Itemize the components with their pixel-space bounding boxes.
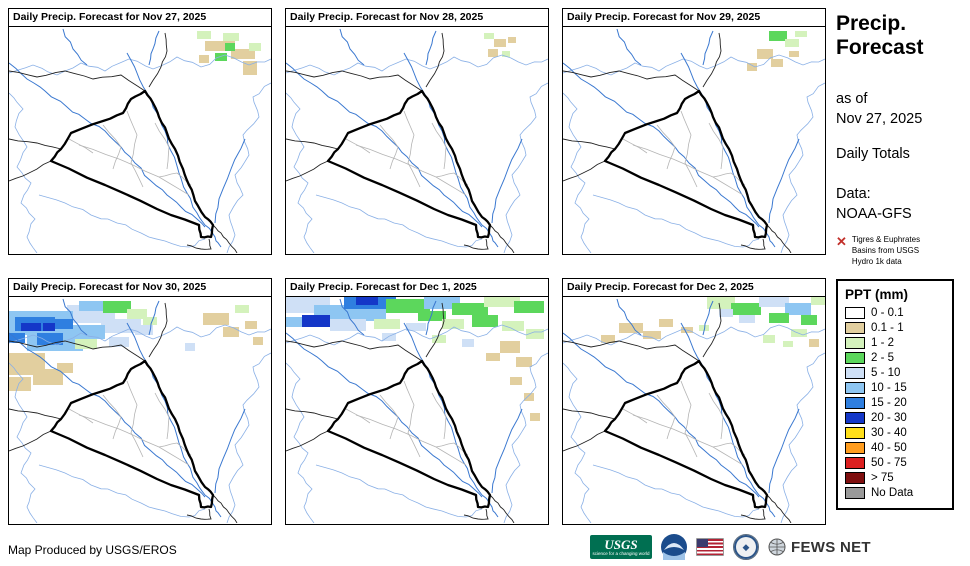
forecast-panel: Daily Precip. Forecast for Nov 30, 2025 xyxy=(8,278,272,526)
legend-label: 2 - 5 xyxy=(871,351,895,364)
legend-label: 5 - 10 xyxy=(871,366,901,379)
panel-title: Daily Precip. Forecast for Nov 30, 2025 xyxy=(8,278,272,298)
data-label: Data: xyxy=(836,185,871,202)
forecast-map xyxy=(9,28,271,254)
legend-swatch xyxy=(845,307,865,320)
legend-label: 0 - 0.1 xyxy=(871,306,904,319)
fewsnet-globe-icon xyxy=(768,538,786,556)
legend-swatch xyxy=(845,442,865,455)
legend-swatch xyxy=(845,472,865,485)
legend-item: 1 - 2 xyxy=(845,336,945,350)
forecast-panel: Daily Precip. Forecast for Dec 2, 2025 xyxy=(562,278,826,526)
legend-label: 0.1 - 1 xyxy=(871,321,904,334)
legend-label: 40 - 50 xyxy=(871,441,907,454)
usgs-logo-text: USGS xyxy=(604,536,638,552)
legend-item: No Data xyxy=(845,486,945,500)
data-source: NOAA-GFS xyxy=(836,205,912,222)
legend-label: 15 - 20 xyxy=(871,396,907,409)
panel-map xyxy=(8,27,272,256)
basin-note-text: Tigres & Euphrates Basins from USGS Hydr… xyxy=(851,234,921,266)
legend-label: 30 - 40 xyxy=(871,426,907,439)
legend-swatch xyxy=(845,412,865,425)
us-flag-icon xyxy=(696,538,724,556)
legend: PPT (mm) 0 - 0.1 0.1 - 1 1 - 2 2 - 5 5 - 10 1… xyxy=(836,279,954,511)
legend-swatch xyxy=(845,352,865,365)
forecast-map xyxy=(286,28,548,254)
panel-map xyxy=(285,27,549,256)
legend-swatch xyxy=(845,457,865,470)
forecast-map xyxy=(286,297,548,524)
legend-item: 15 - 20 xyxy=(845,396,945,410)
panel-map xyxy=(285,297,549,526)
usgs-logo-icon: USGS science for a changing world xyxy=(590,535,652,559)
basin-marker-icon: ✕ xyxy=(836,233,847,249)
legend-label: 20 - 30 xyxy=(871,411,907,424)
page-title: Precip. Forecast xyxy=(836,12,966,60)
legend-swatch xyxy=(845,367,865,380)
legend-swatch xyxy=(845,337,865,350)
forecast-panel: Daily Precip. Forecast for Nov 27, 2025 xyxy=(8,8,272,256)
forecast-panel: Daily Precip. Forecast for Dec 1, 2025 xyxy=(285,278,549,526)
panel-title: Daily Precip. Forecast for Nov 29, 2025 xyxy=(562,8,826,28)
legend-label: 1 - 2 xyxy=(871,336,895,349)
legend-item: 0 - 0.1 xyxy=(845,306,945,320)
page-title-line1: Precip. xyxy=(836,12,907,35)
usaid-seal-icon: ◆ xyxy=(733,534,759,560)
panel-title: Daily Precip. Forecast for Nov 28, 2025 xyxy=(285,8,549,28)
legend-item: 2 - 5 xyxy=(845,351,945,365)
fewsnet-label: FEWS NET xyxy=(791,538,871,556)
panel-map xyxy=(562,297,826,526)
panel-title: Daily Precip. Forecast for Dec 2, 2025 xyxy=(562,278,826,298)
forecast-map xyxy=(563,28,825,254)
legend-swatch xyxy=(845,487,865,500)
legend-item: 5 - 10 xyxy=(845,366,945,380)
forecast-map xyxy=(563,297,825,524)
legend-item: 0.1 - 1 xyxy=(845,321,945,335)
page-title-line2: Forecast xyxy=(836,36,924,60)
legend-item: > 75 xyxy=(845,471,945,485)
asof-label: as of xyxy=(836,91,868,108)
legend-swatch xyxy=(845,397,865,410)
legend-swatch xyxy=(845,382,865,395)
panel-map xyxy=(562,27,826,256)
forecast-map xyxy=(9,298,271,524)
noaa-logo-icon xyxy=(661,534,687,560)
forecast-panel: Daily Precip. Forecast for Nov 29, 2025 xyxy=(562,8,826,256)
panel-map xyxy=(8,297,272,526)
legend-label: 10 - 15 xyxy=(871,381,907,394)
legend-swatch xyxy=(845,322,865,335)
legend-title: PPT (mm) xyxy=(845,287,909,303)
basin-note: ✕ Tigres & Euphrates Basins from USGS Hy… xyxy=(836,235,966,267)
panel-title: Daily Precip. Forecast for Dec 1, 2025 xyxy=(285,278,549,298)
legend-items: 0 - 0.1 0.1 - 1 1 - 2 2 - 5 5 - 10 10 - 15 15 … xyxy=(845,306,945,500)
daily-totals-label: Daily Totals xyxy=(836,145,910,162)
legend-swatch xyxy=(845,427,865,440)
forecast-panel: Daily Precip. Forecast for Nov 28, 2025 xyxy=(285,8,549,256)
asof-date: Nov 27, 2025 xyxy=(836,111,923,128)
legend-label: No Data xyxy=(871,486,914,499)
legend-label: > 75 xyxy=(871,471,894,484)
panel-title: Daily Precip. Forecast for Nov 27, 2025 xyxy=(8,8,272,28)
usgs-logo-tagline: science for a changing world xyxy=(592,550,650,556)
legend-item: 20 - 30 xyxy=(845,411,945,425)
footer-logos: USGS science for a changing world ◆ FEWS… xyxy=(590,533,871,561)
fewsnet-logo: FEWS NET xyxy=(768,538,871,556)
legend-item: 40 - 50 xyxy=(845,441,945,455)
map-credit: Map Produced by USGS/EROS xyxy=(8,543,177,557)
legend-item: 10 - 15 xyxy=(845,381,945,395)
sidebar: Precip. Forecast as of Nov 27, 2025 Dail… xyxy=(836,12,966,511)
legend-item: 50 - 75 xyxy=(845,456,945,470)
legend-label: 50 - 75 xyxy=(871,456,907,469)
legend-item: 30 - 40 xyxy=(845,426,945,440)
